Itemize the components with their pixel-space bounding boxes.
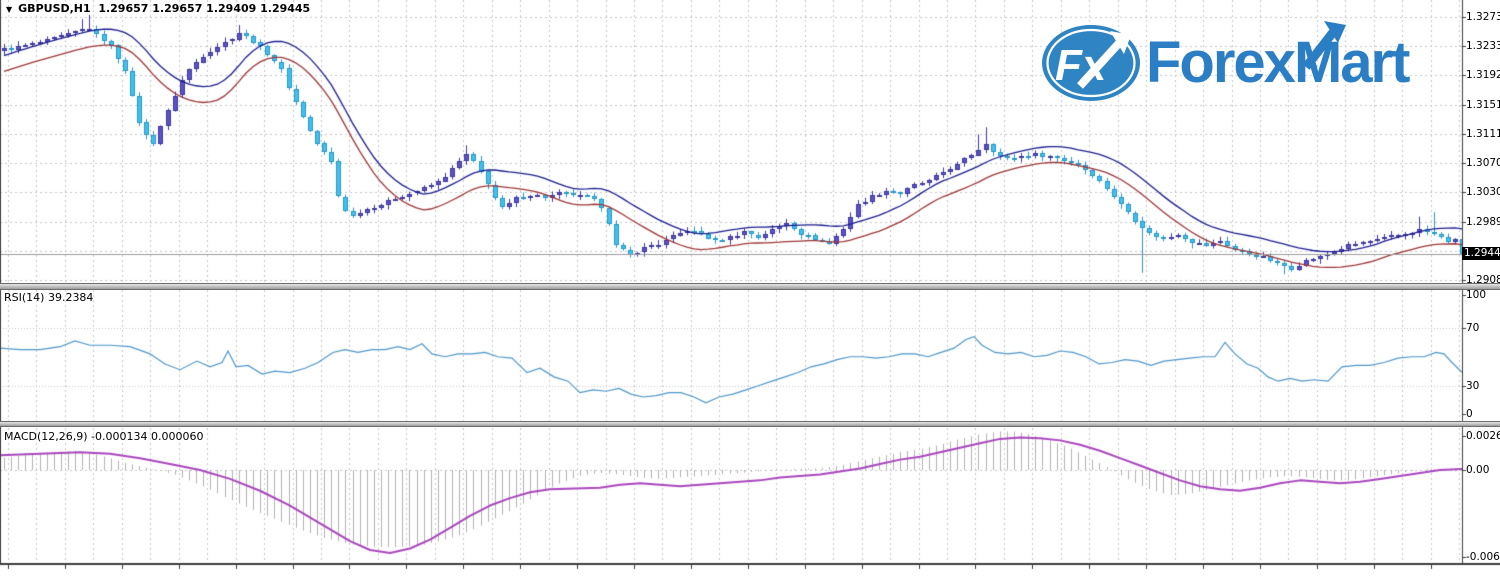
time-axis[interactable]: 14 Sep 201615 Sep 04:0015 Sep 12:0015 Se… xyxy=(0,565,1500,585)
logo-arrow-icon xyxy=(1302,21,1347,70)
rsi-axis-label: 70 xyxy=(1466,322,1480,334)
symbol-ohlc-text: GBPUSD,H1 1.29657 1.29657 1.29409 1.2944… xyxy=(18,2,311,15)
price-axis-label: 1.30700 xyxy=(1466,157,1500,170)
rsi-axis-label: 30 xyxy=(1466,379,1480,392)
price-axis-label: 1.31510 xyxy=(1466,98,1500,111)
forexmart-wordmark: ForexM art xyxy=(1146,21,1410,92)
symbol-dropdown-icon[interactable]: ▼ xyxy=(6,5,13,14)
price-axis-label: 1.29890 xyxy=(1466,215,1500,228)
price-axis-label: 1.30300 xyxy=(1466,186,1500,199)
price-axis-label: 1.32330 xyxy=(1466,39,1500,52)
rsi-axis-label: 100 xyxy=(1466,289,1487,301)
logo-letter-m: M xyxy=(1294,21,1347,92)
macd-axis-label: -0.006073 xyxy=(1466,551,1500,563)
pane-separator-rsi-macd[interactable] xyxy=(0,421,1500,427)
rsi-indicator-label: RSI(14) 39.2384 xyxy=(4,291,94,304)
macd-axis-label: 0.00 xyxy=(1466,464,1490,476)
symbol-info: ▼ GBPUSD,H1 1.29657 1.29657 1.29409 1.294… xyxy=(6,2,310,15)
logo-part3: art xyxy=(1340,30,1410,95)
logo-part1: Forex xyxy=(1146,30,1296,95)
forexmart-badge-icon: Fx xyxy=(1042,25,1140,101)
rsi-axis-label: 0 xyxy=(1466,408,1473,420)
pane-separator-main-rsi[interactable] xyxy=(0,283,1500,290)
macd-indicator-label: MACD(12,26,9) -0.000134 0.000060 xyxy=(4,430,204,443)
price-axis-label: 1.32730 xyxy=(1466,11,1500,23)
forexmart-logo: Fx ForexM art xyxy=(1040,21,1410,104)
price-axis-label: 1.31920 xyxy=(1466,69,1500,82)
current-price-box: 1.29445 xyxy=(1462,247,1500,260)
price-axis-label: 1.31110 xyxy=(1466,127,1500,140)
price-axis-label: 1.29080 xyxy=(1466,273,1500,286)
macd-axis-label: 0.002634 xyxy=(1466,430,1500,442)
